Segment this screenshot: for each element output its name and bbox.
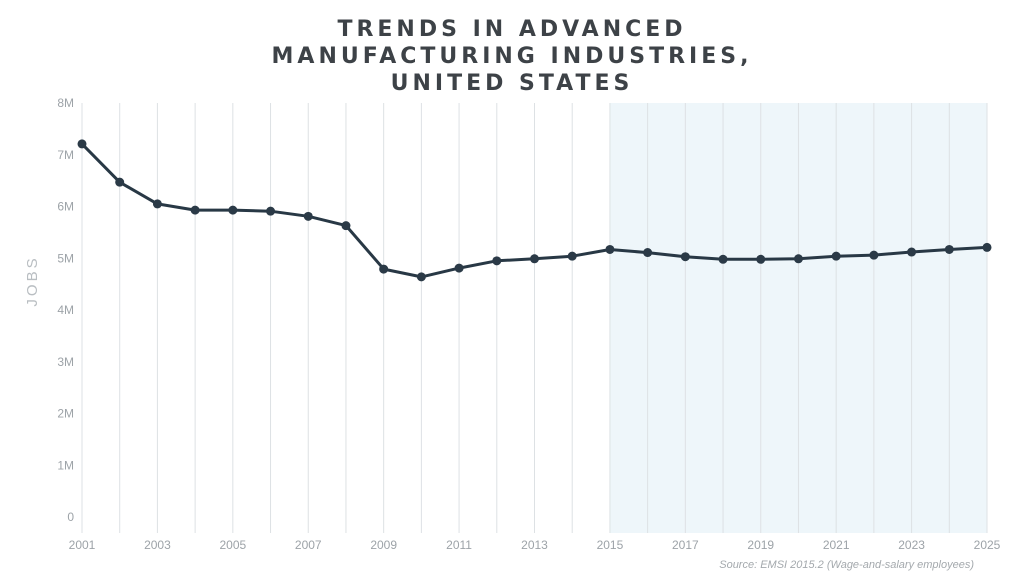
y-tick-label: 1M bbox=[57, 458, 74, 472]
data-point-2016 bbox=[643, 248, 653, 258]
x-tick-label: 2011 bbox=[446, 538, 472, 552]
data-point-2018 bbox=[718, 254, 728, 264]
x-tick-label: 2019 bbox=[747, 538, 774, 552]
data-point-2012 bbox=[492, 256, 502, 266]
x-tick-label: 2023 bbox=[898, 538, 925, 552]
chart-title-line-2: MANUFACTURING INDUSTRIES, bbox=[271, 44, 753, 69]
y-tick-label: 7M bbox=[57, 148, 74, 162]
x-tick-label: 2005 bbox=[219, 538, 246, 552]
data-point-2009 bbox=[379, 264, 389, 274]
x-tick-label: 2025 bbox=[974, 538, 1001, 552]
y-tick-label: 0 bbox=[67, 510, 74, 524]
data-point-2007 bbox=[303, 211, 313, 221]
data-point-2015 bbox=[605, 244, 615, 254]
data-point-2004 bbox=[190, 205, 200, 215]
data-point-2002 bbox=[115, 177, 125, 187]
data-point-2001 bbox=[77, 139, 87, 149]
y-tick-label: 3M bbox=[57, 355, 74, 369]
y-tick-label: 8M bbox=[57, 96, 74, 110]
data-point-2019 bbox=[756, 254, 766, 264]
data-point-2010 bbox=[416, 272, 426, 282]
data-point-2013 bbox=[530, 254, 539, 264]
x-tick-label: 2013 bbox=[521, 538, 548, 552]
data-point-2025 bbox=[982, 242, 992, 252]
y-tick-label: 2M bbox=[57, 407, 74, 421]
data-point-2022 bbox=[869, 250, 879, 260]
chart-title: TRENDS IN ADVANCED MANUFACTURING INDUSTR… bbox=[0, 16, 1024, 97]
chart-title-line-3: UNITED STATES bbox=[390, 71, 634, 96]
data-point-2014 bbox=[567, 251, 577, 261]
data-point-2005 bbox=[228, 205, 238, 215]
chart-title-line-1: TRENDS IN ADVANCED bbox=[337, 17, 687, 42]
data-point-2024 bbox=[944, 244, 954, 254]
x-tick-label: 2017 bbox=[672, 538, 699, 552]
x-tick-label: 2015 bbox=[597, 538, 624, 552]
data-point-2021 bbox=[831, 251, 841, 261]
y-tick-label: 6M bbox=[57, 200, 74, 214]
data-point-2011 bbox=[454, 263, 464, 273]
x-tick-label: 2001 bbox=[69, 538, 96, 552]
y-axis-label: JOBS bbox=[24, 255, 41, 306]
y-tick-label: 4M bbox=[57, 303, 74, 317]
x-tick-label: 2009 bbox=[370, 538, 397, 552]
data-point-2017 bbox=[680, 252, 690, 262]
y-tick-label: 5M bbox=[57, 251, 74, 265]
data-point-2006 bbox=[266, 206, 276, 216]
data-point-2003 bbox=[152, 199, 162, 209]
x-tick-label: 2003 bbox=[144, 538, 171, 552]
data-point-2020 bbox=[793, 254, 803, 264]
x-tick-label: 2021 bbox=[823, 538, 850, 552]
data-point-2023 bbox=[907, 247, 917, 257]
data-point-2008 bbox=[341, 221, 351, 231]
x-tick-label: 2007 bbox=[295, 538, 322, 552]
source-note: Source: EMSI 2015.2 (Wage-and-salary emp… bbox=[719, 559, 974, 571]
